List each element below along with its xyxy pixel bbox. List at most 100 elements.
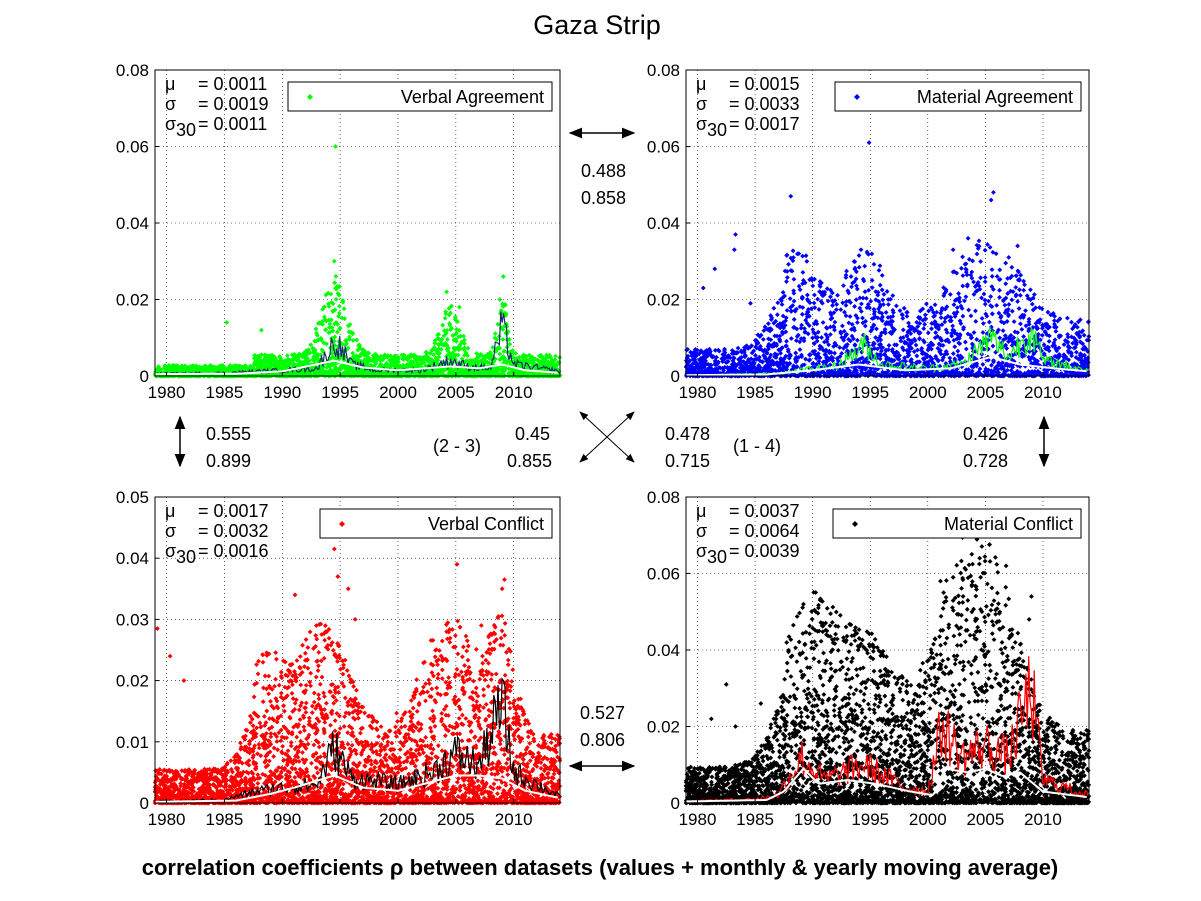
data-point [497, 351, 503, 357]
x-tick-label: 2010 [495, 383, 533, 402]
stat-mu-value: = 0.0011 [198, 74, 267, 94]
data-point [420, 354, 426, 360]
data-point [438, 365, 444, 371]
data-point [495, 321, 501, 327]
data-point [176, 368, 182, 374]
data-point [450, 350, 456, 356]
data-point [487, 356, 492, 361]
data-point [319, 319, 325, 324]
data-point [350, 331, 356, 337]
data-point [314, 330, 320, 336]
data-point [475, 360, 481, 366]
data-point [323, 327, 329, 333]
plot-area [155, 70, 560, 376]
x-tick-label: 1985 [206, 383, 244, 402]
data-point [333, 296, 339, 302]
data-point [435, 332, 441, 338]
data-point [461, 333, 467, 339]
stat-sigma30-symbol: σ [165, 114, 176, 134]
legend-label: Verbal Agreement [401, 87, 544, 107]
x-tick-label: 1980 [148, 383, 186, 402]
data-point [310, 357, 315, 363]
data-point [333, 361, 339, 367]
figure-title: Gaza Strip [533, 10, 661, 40]
data-point [355, 347, 361, 353]
data-point [222, 365, 227, 370]
data-point [336, 313, 341, 319]
data-point [497, 357, 503, 363]
y-tick-label: 0.04 [116, 214, 149, 233]
stat-sigma-value: = 0.0019 [198, 94, 269, 114]
panel-material-agreement: 1980 1985 1990 1995 2000 2005 201000.020.040.0… [647, 61, 1092, 402]
data-point [405, 357, 410, 363]
y-tick-label: 0.08 [116, 61, 149, 80]
data-point [273, 356, 278, 361]
data-point [362, 357, 368, 362]
data-point [492, 331, 498, 337]
data-point [462, 341, 467, 346]
data-point [354, 337, 359, 343]
data-point [507, 341, 513, 347]
data-point [523, 353, 529, 359]
data-point [332, 307, 338, 313]
data-point [458, 333, 463, 339]
x-tick-label: 1990 [263, 383, 301, 402]
data-point [501, 354, 506, 359]
data-point [332, 280, 338, 286]
data-point [345, 369, 351, 375]
data-point [320, 322, 325, 327]
data-point [337, 303, 342, 309]
data-point [347, 334, 352, 340]
data-point [320, 364, 326, 370]
data-point [456, 327, 462, 333]
data-point [513, 350, 519, 356]
data-point [336, 310, 342, 316]
data-point [443, 367, 449, 373]
data-point [441, 328, 447, 334]
data-point [340, 363, 345, 369]
data-point [347, 356, 353, 362]
data-point [465, 345, 471, 351]
data-point [327, 325, 332, 330]
data-point [329, 325, 335, 330]
data-point [551, 361, 557, 366]
data-point [251, 355, 257, 361]
data-point [424, 350, 430, 356]
stat-sigma30-subscript: 30 [176, 120, 196, 140]
y-tick-label: 0.02 [116, 291, 149, 310]
y-tick-label: 0.06 [116, 138, 149, 157]
legend: Verbal Agreement [287, 81, 553, 112]
data-point [446, 312, 452, 318]
data-point [342, 369, 348, 375]
data-point [361, 348, 367, 354]
data-point [553, 353, 558, 359]
data-point [256, 353, 262, 359]
data-point [442, 315, 448, 321]
x-tick-label: 1995 [321, 383, 359, 402]
data-point [278, 356, 284, 362]
data-point [337, 326, 343, 332]
data-point [285, 353, 290, 359]
data-point [444, 337, 450, 342]
data-point [329, 300, 334, 305]
x-tick-label: 2000 [379, 383, 417, 402]
data-point [425, 354, 431, 360]
data-point [326, 303, 332, 309]
data-point [443, 311, 449, 317]
data-point [314, 332, 320, 338]
data-point [321, 340, 327, 346]
stat-sigma30-value: = 0.0011 [198, 114, 267, 134]
data-point [350, 338, 356, 343]
data-point [333, 273, 339, 279]
data-point [388, 353, 394, 359]
data-point [450, 360, 455, 365]
stat-sigma-symbol: σ [165, 94, 176, 114]
data-point [346, 329, 352, 335]
y-tick-label: 0 [140, 367, 149, 386]
stat-mu-symbol: μ [165, 74, 175, 94]
data-point [308, 342, 314, 348]
x-tick-label: 2005 [437, 383, 475, 402]
data-point [440, 322, 446, 328]
panel-verbal-agreement: 1980 1985 1990 1995 2000 2005 2010 0 0.02 0.04 0.0… [116, 61, 563, 402]
